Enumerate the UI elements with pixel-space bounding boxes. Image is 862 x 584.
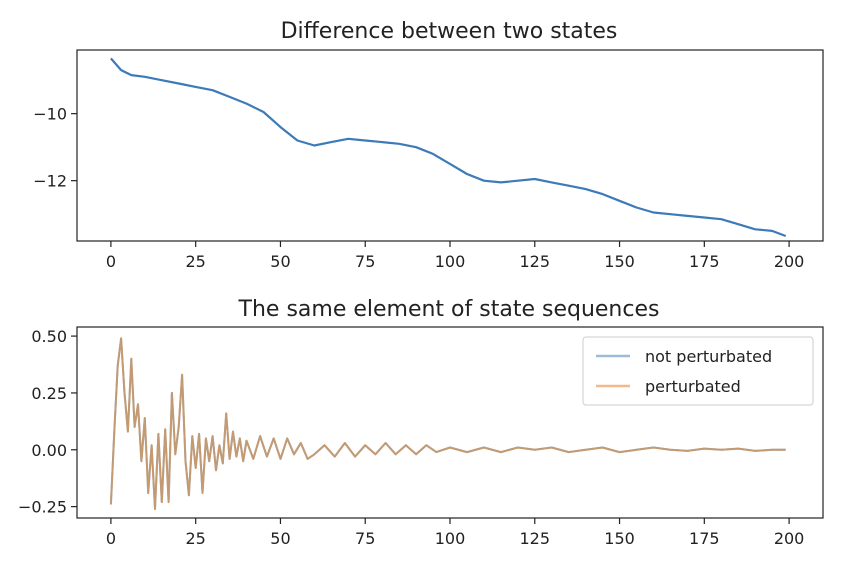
x-tick-label: 175 [689, 252, 720, 271]
y-tick-label: 0.00 [31, 441, 67, 460]
plot-frame [76, 326, 824, 519]
x-tick-label: 200 [774, 529, 805, 548]
x-tick-label: 0 [106, 529, 116, 548]
x-tick-label: 50 [270, 252, 290, 271]
y-axis: −10 −12 [33, 105, 77, 191]
x-tick-label: 175 [689, 529, 720, 548]
legend-label-perturbated: perturbated [645, 377, 741, 396]
x-tick-label: 75 [355, 529, 375, 548]
x-tick-label: 150 [604, 252, 635, 271]
chart-same-element-of-state-sequences: The same element of state sequences 0 25 5… [18, 297, 824, 548]
x-tick-label: 75 [355, 252, 375, 271]
x-tick-label: 25 [186, 252, 206, 271]
legend-box [582, 336, 814, 406]
y-tick-label: −12 [33, 172, 67, 191]
x-axis: 0 25 50 75 100 125 150 175 200 [106, 241, 805, 271]
chart-title: Difference between two states [281, 19, 618, 44]
chart-title: The same element of state sequences [238, 297, 660, 322]
x-tick-label: 150 [604, 529, 635, 548]
y-tick-label: 0.50 [31, 327, 67, 346]
x-tick-label: 50 [270, 529, 290, 548]
x-axis: 0 25 50 75 100 125 150 175 200 [106, 518, 805, 548]
series-layer [110, 57, 787, 238]
x-tick-label: 125 [519, 252, 550, 271]
x-tick-label: 25 [186, 529, 206, 548]
legend: not perturbated perturbated [582, 336, 814, 406]
x-tick-label: 100 [435, 529, 466, 548]
x-tick-label: 125 [519, 529, 550, 548]
series-layer [109, 337, 786, 510]
plot-frame [76, 49, 824, 242]
y-tick-label: 0.25 [31, 384, 67, 403]
y-tick-label: −0.25 [18, 498, 67, 517]
y-tick-label: −10 [33, 105, 67, 124]
x-tick-label: 100 [435, 252, 466, 271]
chart-difference-between-states: Difference between two states 0 25 50 75 100… [33, 19, 824, 271]
x-tick-label: 200 [774, 252, 805, 271]
series-line-perturbated [109, 337, 786, 510]
series-line-series-0 [110, 57, 787, 238]
x-tick-label: 0 [106, 252, 116, 271]
legend-label-not-perturbated: not perturbated [645, 347, 772, 366]
y-axis: 0.50 0.25 0.00 −0.25 [18, 327, 77, 517]
